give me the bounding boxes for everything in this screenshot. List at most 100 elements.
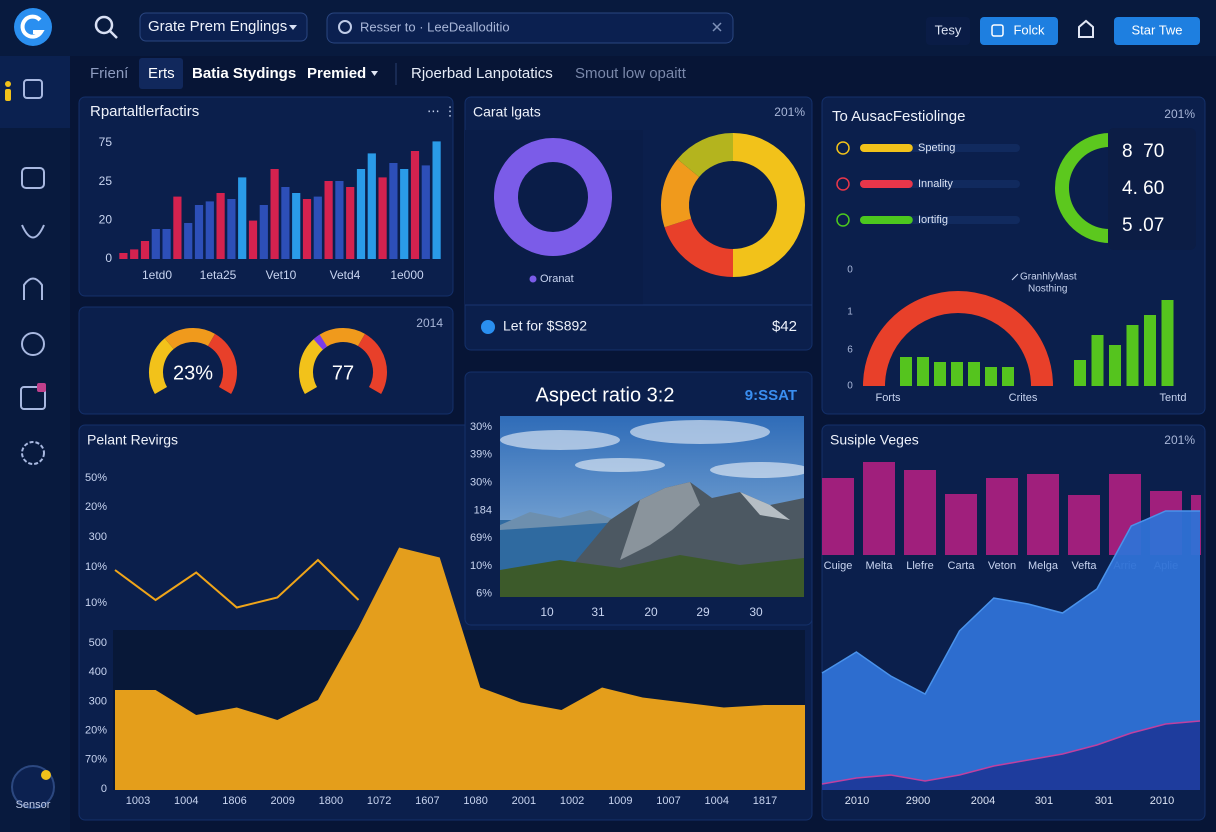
bar (1109, 345, 1121, 386)
bar (1126, 325, 1139, 386)
gauge-arc (357, 333, 387, 394)
nav-icon[interactable] (21, 332, 45, 356)
nav-icon[interactable] (21, 441, 45, 465)
x-tick-label: 2004 (971, 795, 995, 807)
x-tick-label: 1817 (753, 795, 777, 807)
y-tick-label: 0 (847, 381, 853, 392)
bar (227, 199, 236, 259)
bar (863, 462, 895, 555)
gauge-arc (149, 338, 175, 394)
bar (378, 177, 387, 259)
x-tick-label: Melga (1028, 560, 1059, 572)
bar (205, 201, 214, 259)
nav-item[interactable]: Batia Stydings (192, 65, 296, 82)
nav-item[interactable]: Smout low opaitt (575, 65, 687, 82)
nav-icon[interactable] (21, 167, 45, 189)
gauge-value: 23% (173, 362, 213, 384)
cloud (575, 458, 665, 472)
y-tick-label: 0 (105, 251, 112, 265)
search-icon[interactable] (94, 15, 114, 35)
y-tick-label: 10% (85, 561, 107, 573)
bar (173, 196, 182, 259)
bar (400, 169, 409, 259)
donut-segment (494, 138, 612, 256)
button[interactable] (926, 17, 970, 45)
x-tick-label: 1806 (222, 795, 246, 807)
panel-title: To AusacFestiolinge (832, 108, 965, 125)
y-tick-label: 300 (89, 531, 107, 543)
gauge-arc (207, 333, 237, 394)
nav-icon[interactable] (21, 224, 45, 239)
label[interactable]: Tesy (935, 22, 962, 37)
x-tick-label: 1004 (174, 795, 198, 807)
bar (1074, 360, 1086, 386)
select-box[interactable] (139, 12, 308, 42)
x-tick-label: 2001 (512, 795, 536, 807)
label[interactable]: Grate Prem Englings (148, 18, 287, 35)
bar (1161, 300, 1174, 386)
footer-icon (481, 320, 495, 334)
y-tick-label: 69% (470, 532, 492, 544)
nav-item[interactable]: Rjoerbad Lanpotatics (411, 65, 553, 82)
bar (194, 205, 204, 259)
x-tick-label: Melta (866, 560, 894, 572)
x-tick-label: 1009 (608, 795, 632, 807)
y-tick-label: 20 (99, 213, 113, 227)
gauge-arc (863, 291, 1053, 387)
readout: 4. 60 (1122, 178, 1164, 199)
nav-icon[interactable] (23, 277, 43, 301)
x-tick-label: 2010 (1150, 795, 1174, 807)
home-icon[interactable] (1078, 19, 1094, 38)
bar (951, 362, 963, 386)
button[interactable] (1114, 17, 1200, 45)
clear-icon[interactable] (712, 22, 722, 32)
row-label: Speting (918, 142, 955, 154)
bar (421, 165, 430, 259)
row-label: Innality (918, 178, 953, 190)
x-tick-label: Vefta (1071, 560, 1097, 572)
bar (281, 187, 290, 259)
y-tick-label: 0 (101, 783, 107, 795)
label[interactable]: Folck (1013, 22, 1045, 37)
y-tick-label: 6 (847, 345, 853, 356)
nav-item[interactable]: Friení (90, 65, 129, 82)
bar (324, 181, 333, 259)
sidebar-active (0, 56, 70, 128)
panel-title: Aspect ratio 3:2 (536, 384, 675, 406)
bar (1068, 495, 1100, 555)
x-tick-label: Vet10 (266, 268, 297, 282)
label[interactable]: Resser to · LeeDealloditio (360, 19, 510, 34)
bar (985, 367, 997, 386)
menu-icon: ⋯ ⋮ (427, 103, 457, 118)
button-icon (991, 24, 1004, 37)
x-tick-label: 1etd0 (142, 268, 172, 282)
bar (335, 181, 344, 259)
logo[interactable] (14, 8, 52, 46)
nav-icon[interactable] (20, 386, 46, 410)
nav-item[interactable]: Erts (148, 65, 175, 82)
button[interactable] (980, 17, 1058, 45)
bar (130, 249, 139, 259)
user-icon (5, 89, 11, 101)
progress-bar (860, 216, 913, 224)
bar (822, 478, 854, 555)
caret (371, 71, 378, 76)
area (115, 547, 805, 790)
progress-bar (860, 180, 913, 188)
label[interactable]: Star Twe (1131, 22, 1182, 37)
bar (270, 169, 279, 259)
photo (500, 416, 804, 597)
search-box[interactable] (326, 12, 734, 44)
nav-item[interactable]: Premied (307, 65, 366, 82)
badge: 9:SSAT (745, 387, 797, 404)
bar (248, 220, 258, 259)
bar (302, 199, 312, 259)
nav-active (139, 58, 183, 89)
bar (945, 494, 977, 555)
donut-segment (664, 217, 734, 277)
nav-icon[interactable] (23, 79, 43, 99)
x-tick-label: Carta (948, 560, 976, 572)
readout: 5 .07 (1122, 215, 1164, 236)
user-dot (5, 81, 11, 87)
bar (904, 470, 936, 555)
